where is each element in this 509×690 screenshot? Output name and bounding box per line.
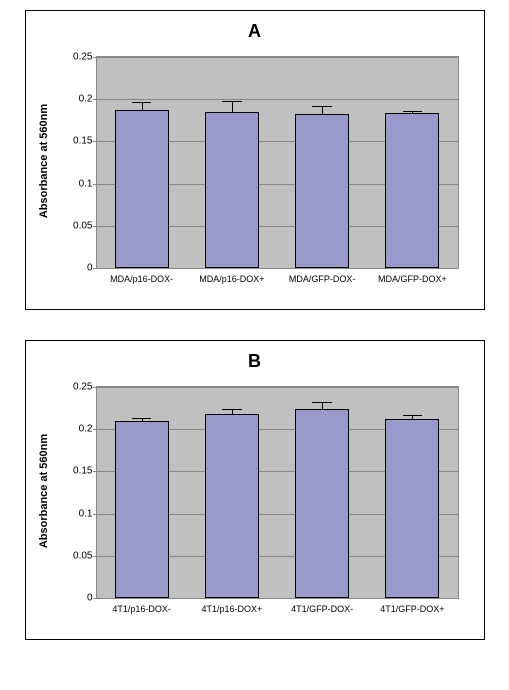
y-tick-label: 0: [87, 593, 97, 604]
gridline: [97, 57, 458, 58]
gridline: [97, 99, 458, 100]
error-bar-cap: [312, 106, 331, 107]
error-bar: [232, 101, 233, 112]
y-tick-label: 0.05: [73, 550, 96, 561]
chart-panel-b: B Absorbance at 560nm 00.050.10.150.20.2…: [25, 340, 485, 640]
gridline: [97, 387, 458, 388]
x-tick-label: 4T1/p16-DOX-: [112, 598, 171, 614]
y-tick-label: 0.1: [79, 178, 97, 189]
figure-page: A Absorbance at 560nm 00.050.10.150.20.2…: [0, 0, 509, 690]
y-tick-label: 0.25: [73, 52, 96, 63]
bar: [385, 113, 439, 268]
chart-panel-a: A Absorbance at 560nm 00.050.10.150.20.2…: [25, 10, 485, 310]
bar: [385, 419, 439, 598]
plot-wrap-a: 00.050.10.150.20.25MDA/p16-DOX-MDA/p16-D…: [96, 56, 459, 269]
x-tick-label: MDA/p16-DOX+: [199, 268, 264, 284]
chart-title-b: B: [26, 351, 484, 372]
error-bar-cap: [403, 111, 422, 112]
y-tick-label: 0.2: [79, 424, 97, 435]
plot-area-b: 00.050.10.150.20.254T1/p16-DOX-4T1/p16-D…: [96, 386, 459, 599]
plot-area-a: 00.050.10.150.20.25MDA/p16-DOX-MDA/p16-D…: [96, 56, 459, 269]
error-bar: [322, 106, 323, 114]
y-axis-label-b: Absorbance at 560nm: [38, 434, 50, 548]
bar: [205, 414, 259, 598]
error-bar-cap: [222, 409, 241, 410]
error-bar: [322, 402, 323, 409]
y-tick-label: 0.2: [79, 94, 97, 105]
error-bar-cap: [132, 102, 151, 103]
x-tick-label: 4T1/p16-DOX+: [201, 598, 262, 614]
y-axis-label-a: Absorbance at 560nm: [38, 104, 50, 218]
x-tick-label: MDA/p16-DOX-: [110, 268, 173, 284]
error-bar-cap: [403, 415, 422, 416]
error-bar-cap: [312, 402, 331, 403]
bar: [295, 409, 349, 598]
chart-title-a: A: [26, 21, 484, 42]
x-tick-label: 4T1/GFP-DOX-: [291, 598, 353, 614]
x-tick-label: 4T1/GFP-DOX+: [380, 598, 444, 614]
bar: [205, 112, 259, 268]
y-tick-label: 0.15: [73, 136, 96, 147]
y-tick-label: 0.25: [73, 382, 96, 393]
error-bar: [142, 102, 143, 110]
plot-wrap-b: 00.050.10.150.20.254T1/p16-DOX-4T1/p16-D…: [96, 386, 459, 599]
bar: [295, 114, 349, 268]
y-tick-label: 0.15: [73, 466, 96, 477]
bar: [115, 110, 169, 268]
error-bar-cap: [222, 101, 241, 102]
bar: [115, 421, 169, 598]
x-tick-label: MDA/GFP-DOX-: [289, 268, 356, 284]
y-tick-label: 0.05: [73, 220, 96, 231]
y-tick-label: 0.1: [79, 508, 97, 519]
x-tick-label: MDA/GFP-DOX+: [378, 268, 447, 284]
error-bar-cap: [132, 418, 151, 419]
y-tick-label: 0: [87, 263, 97, 274]
